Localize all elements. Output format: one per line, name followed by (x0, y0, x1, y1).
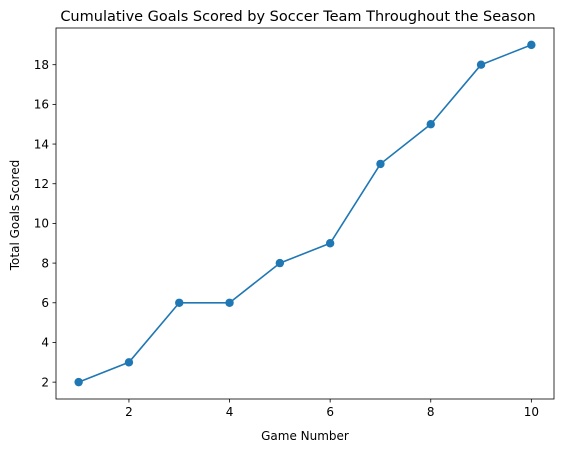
y-axis-ticks: 2 4 6 8 10 12 14 16 18 (34, 58, 56, 389)
y-axis-label: Total Goals Scored (8, 160, 22, 271)
y-tick-label: 12 (34, 177, 49, 191)
chart-title: Cumulative Goals Scored by Soccer Team T… (60, 9, 535, 25)
x-tick-label: 4 (226, 405, 234, 419)
x-tick-label: 2 (125, 405, 133, 419)
data-point (124, 358, 134, 367)
y-tick-label: 2 (41, 375, 49, 389)
data-point (325, 239, 335, 248)
data-point (527, 40, 536, 50)
data-point (376, 159, 385, 169)
x-tick-label: 6 (326, 405, 334, 419)
data-point (476, 60, 486, 69)
y-tick-label: 8 (41, 256, 49, 270)
y-tick-label: 14 (34, 137, 49, 151)
y-tick-label: 16 (34, 98, 49, 112)
plot-series (74, 40, 536, 387)
y-tick-label: 6 (41, 296, 49, 310)
y-tick-label: 4 (41, 336, 49, 350)
y-tick-label: 10 (34, 217, 49, 231)
x-tick-label: 8 (427, 405, 435, 419)
x-tick-label: 10 (524, 405, 539, 419)
data-point (175, 298, 184, 307)
y-tick-label: 18 (34, 58, 49, 72)
data-point (275, 258, 285, 268)
plot-frame (55, 27, 555, 400)
x-axis-label: Game Number (261, 429, 349, 443)
data-point (426, 120, 435, 129)
x-axis-ticks: 2 4 6 8 10 (125, 399, 539, 419)
series-line (78, 44, 532, 383)
data-point (74, 377, 83, 387)
data-point (225, 298, 234, 307)
